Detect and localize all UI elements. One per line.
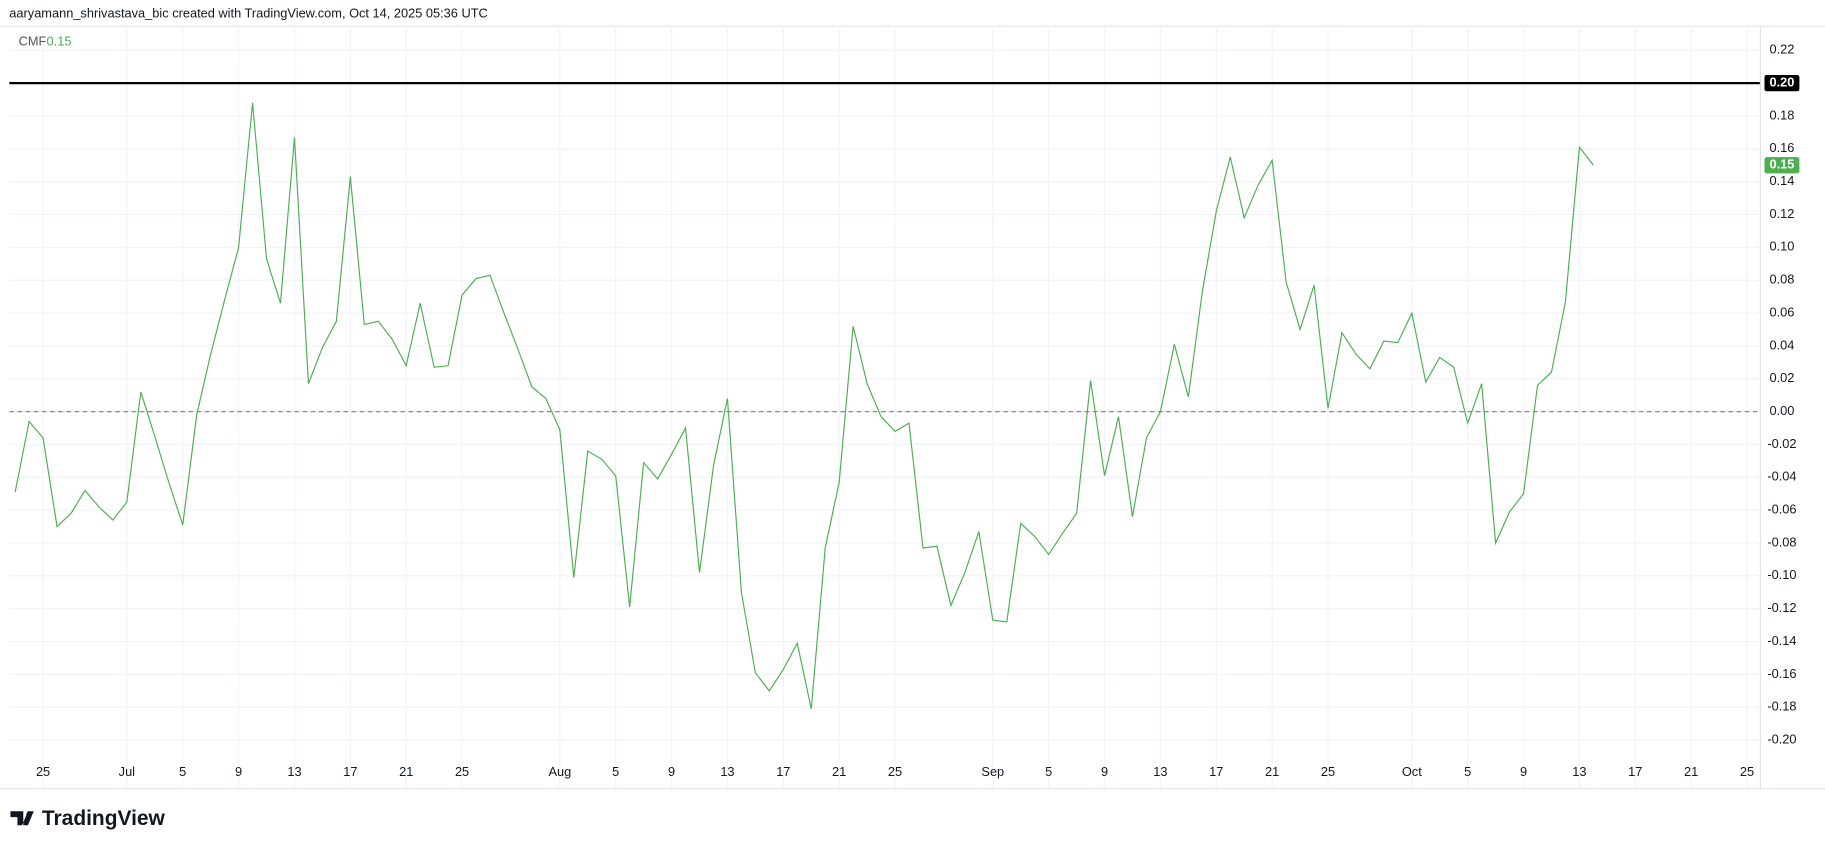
y-tick-label: 0.12 <box>1769 206 1794 221</box>
x-tick-label: 25 <box>1740 764 1754 779</box>
y-tick-label: 0.22 <box>1769 42 1794 57</box>
x-tick-label: 17 <box>1209 764 1223 779</box>
x-tick-label: 13 <box>287 764 301 779</box>
x-tick-label: 9 <box>1101 764 1108 779</box>
y-tick-label: -0.04 <box>1767 469 1796 484</box>
y-tick-label: 0.14 <box>1769 173 1794 188</box>
x-tick-label: 17 <box>1628 764 1642 779</box>
x-tick-label: 25 <box>1321 764 1335 779</box>
y-tick-label: 0.06 <box>1769 304 1794 319</box>
plot <box>9 102 1760 710</box>
brand-name: TradingView <box>42 807 166 830</box>
x-tick-label: 9 <box>235 764 242 779</box>
y-tick-label: 0.02 <box>1769 370 1794 385</box>
y-tick-label: 0.08 <box>1769 272 1794 287</box>
x-tick-label: 25 <box>888 764 902 779</box>
y-tick-label: -0.08 <box>1767 534 1796 549</box>
overlay: 0.20 0.15 <box>9 74 1800 174</box>
hline-tag-text: 0.20 <box>1769 74 1794 89</box>
x-tick-label: Sep <box>981 764 1004 779</box>
y-tick-label: -0.20 <box>1767 732 1796 747</box>
x-tick-label: 13 <box>1572 764 1586 779</box>
y-tick-label: 0.04 <box>1769 337 1794 352</box>
y-tick-label: -0.16 <box>1767 666 1796 681</box>
x-tick-label: 25 <box>36 764 50 779</box>
x-tick-label: Oct <box>1402 764 1422 779</box>
x-tick-label: 9 <box>1520 764 1527 779</box>
x-tick-label: 5 <box>612 764 619 779</box>
x-tick-label: 17 <box>776 764 790 779</box>
x-tick-label: 21 <box>399 764 413 779</box>
x-tick-label: 21 <box>1684 764 1698 779</box>
x-tick-label: Jul <box>119 764 135 779</box>
logo-dot <box>26 811 32 817</box>
y-tick-label: -0.12 <box>1767 600 1796 615</box>
brand-logo: TradingView <box>10 807 166 830</box>
x-tick-label: 25 <box>455 764 469 779</box>
y-tick-label: -0.18 <box>1767 699 1796 714</box>
legend-name: CMF <box>19 33 47 48</box>
y-tick-label: 0.00 <box>1769 403 1794 418</box>
x-tick-label: 13 <box>720 764 734 779</box>
grid: -0.20 -0.18 -0.16 -0.14 -0.12 -0.10 -0.08 -0.06… <box>9 25 1797 788</box>
y-tick-label: -0.14 <box>1767 633 1796 648</box>
cmf-line <box>14 102 1594 710</box>
y-tick-label: -0.02 <box>1767 436 1796 451</box>
watermark: aaryamann_shrivastava_bic created with T… <box>9 5 487 20</box>
y-tick-label: 0.10 <box>1769 239 1794 254</box>
x-tick-label: 5 <box>179 764 186 779</box>
x-tick-label: 5 <box>1045 764 1052 779</box>
y-tick-label: -0.06 <box>1767 502 1796 517</box>
legend-value: 0.15 <box>47 33 72 48</box>
y-tick-label: 0.18 <box>1769 107 1794 122</box>
last-value-tag <box>1764 157 1800 174</box>
x-tick-label: 9 <box>668 764 675 779</box>
x-tick-label: 17 <box>343 764 357 779</box>
x-tick-label: Aug <box>548 764 571 779</box>
y-tick-label: -0.10 <box>1767 567 1796 582</box>
x-tick-label: 5 <box>1464 764 1471 779</box>
x-tick-label: 21 <box>832 764 846 779</box>
hline-tag <box>1764 74 1800 92</box>
x-tick-label: 21 <box>1265 764 1279 779</box>
x-tick-label: 13 <box>1153 764 1167 779</box>
y-tick-label: 0.16 <box>1769 140 1794 155</box>
last-value-text: 0.15 <box>1769 157 1794 172</box>
